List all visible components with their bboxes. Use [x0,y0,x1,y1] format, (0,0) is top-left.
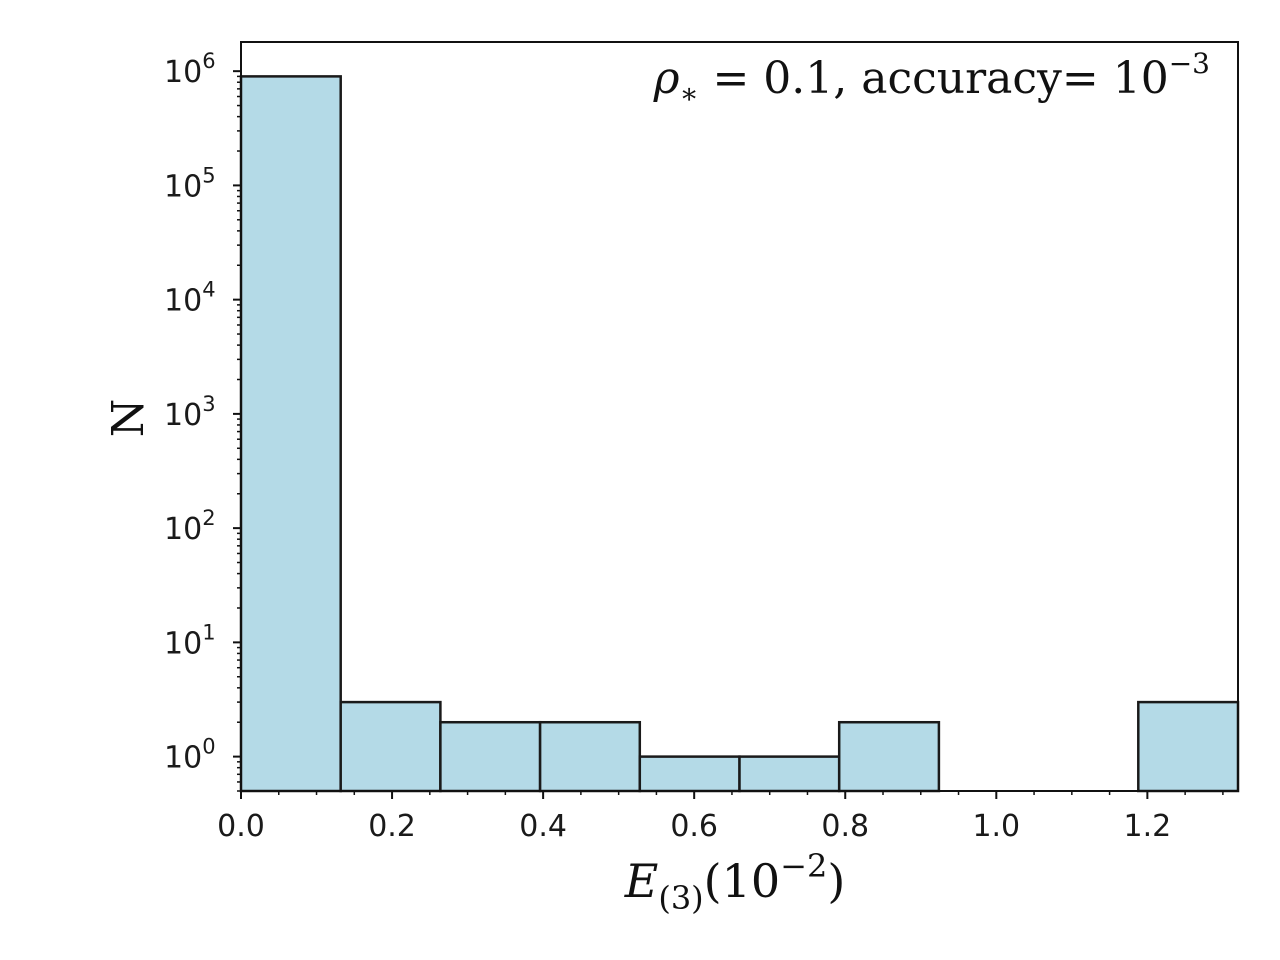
y-tick-label: 102 [164,506,216,547]
x-axis-label: E(3)(10−2) [624,847,846,917]
x-axis-label-var: E [624,854,659,908]
histogram-bar [738,755,841,793]
annotation-body: = 0.1, accuracy= 10 [698,53,1168,104]
x-tick-label: 0.8 [821,809,869,844]
annotation-exponent: −3 [1169,47,1210,80]
histogram-bars [239,75,1240,793]
x-axis-label-sub: (3) [658,879,703,917]
y-tick-label: 103 [164,392,216,433]
x-tick-label: 0.4 [519,809,567,844]
x-axis-label-close: ) [827,854,845,908]
annotation-rho: ρ [653,53,680,104]
histogram-bar [339,700,442,793]
x-tick-label: 0.2 [368,809,416,844]
x-axis-label-paren: (10 [704,854,780,908]
x-tick-label: 0.0 [217,809,265,844]
histogram-bar [1137,700,1240,793]
histogram-bar [538,720,642,793]
annotation-text: ρ∗ = 0.1, accuracy= 10−3 [653,47,1210,110]
x-tick-label: 1.2 [1124,809,1172,844]
y-tick-label: 105 [164,163,216,204]
x-tick-label: 1.0 [972,809,1020,844]
annotation-subscript: ∗ [679,77,698,110]
x-axis-label-sup: −2 [780,847,827,885]
minor-ticks [237,75,1224,795]
y-tick-labels: 100 101 102 103 104 105 106 [164,49,216,775]
histogram-bar [239,75,342,793]
y-tick-label: 104 [164,278,216,319]
x-tick-labels: 0.0 0.2 0.4 0.6 0.8 1.0 1.2 [217,809,1171,844]
y-tick-label: 100 [164,735,216,776]
histogram-bar [439,720,542,793]
x-tick-label: 0.6 [670,809,718,844]
y-tick-label: 106 [164,49,216,90]
y-tick-label: 101 [164,620,216,661]
histogram-bar [638,755,741,793]
major-ticks [233,70,1149,799]
histogram-bar [837,720,941,793]
plot-frame [240,41,1239,792]
y-axis-label: N [103,399,154,438]
